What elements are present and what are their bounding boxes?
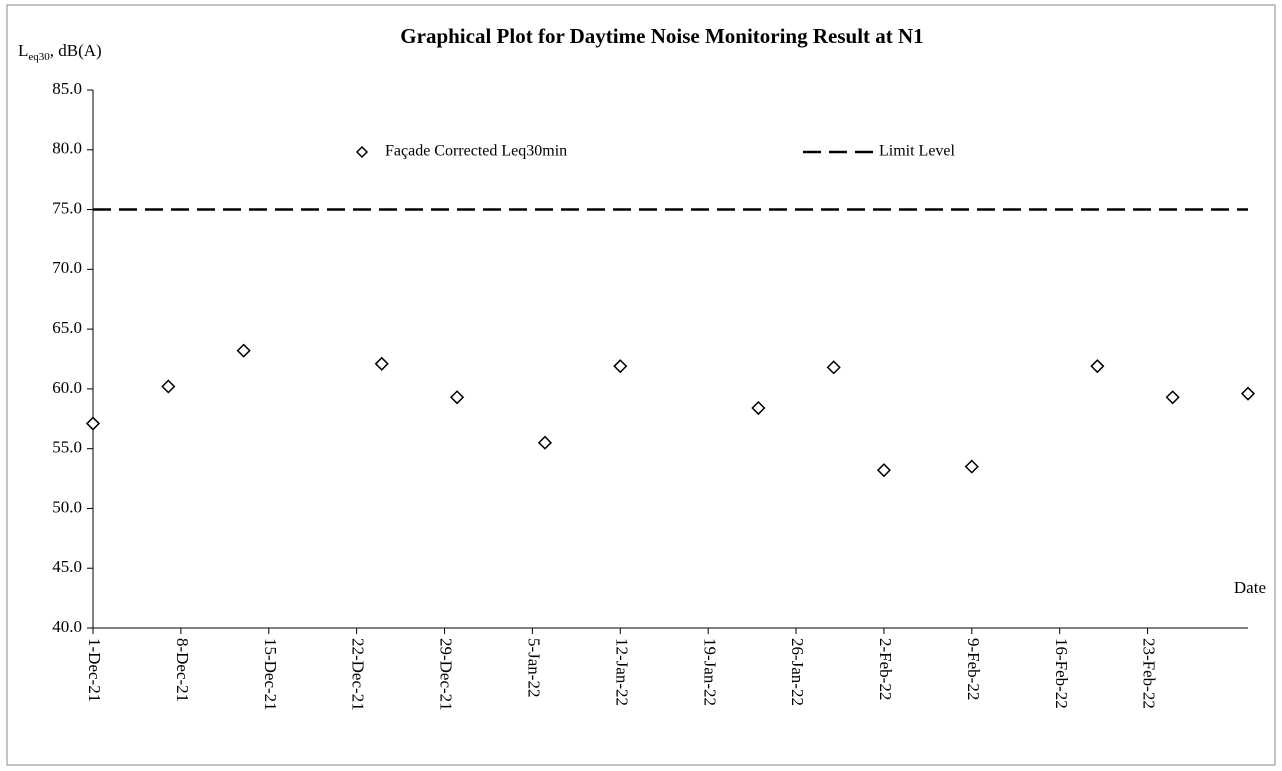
y-tick-label: 65.0 — [52, 318, 82, 337]
data-point — [1240, 386, 1256, 401]
x-tick-label: 5-Jan-22 — [524, 638, 543, 697]
x-tick-label: 15-Dec-21 — [261, 638, 280, 711]
chart-title: Graphical Plot for Daytime Noise Monitor… — [400, 24, 923, 48]
y-tick-label: 45.0 — [52, 557, 82, 576]
x-tick-label: 1-Dec-21 — [85, 638, 104, 702]
y-label-sub: eq30 — [28, 51, 50, 63]
y-label-main: L — [18, 41, 28, 60]
chart-frame — [6, 4, 1276, 766]
data-point — [450, 390, 465, 405]
x-tick-label: 23-Feb-22 — [1140, 638, 1159, 709]
data-point — [537, 435, 553, 450]
y-tick-label: 55.0 — [52, 438, 82, 457]
x-tick-label: 22-Dec-21 — [349, 638, 368, 711]
x-tick-label: 19-Jan-22 — [700, 638, 719, 706]
y-label-unit: , dB(A) — [50, 41, 102, 60]
y-tick-label: 70.0 — [52, 258, 82, 277]
x-tick-label: 29-Dec-21 — [437, 638, 456, 711]
y-tick-label: 80.0 — [52, 139, 82, 158]
x-axis-label: Date — [1234, 578, 1266, 597]
data-point — [85, 416, 101, 431]
data-point — [876, 463, 891, 478]
data-point — [374, 356, 389, 371]
x-tick-label: 12-Jan-22 — [612, 638, 631, 706]
legend-label: Limit Level — [879, 143, 956, 160]
x-tick-label: 16-Feb-22 — [1052, 638, 1071, 709]
data-point — [613, 359, 628, 374]
data-point — [1090, 359, 1105, 374]
x-tick-label: 8-Dec-21 — [173, 638, 192, 702]
y-tick-label: 60.0 — [52, 378, 82, 397]
y-tick-label: 85.0 — [52, 79, 82, 98]
legend-marker — [355, 145, 369, 159]
y-tick-label: 40.0 — [52, 617, 82, 636]
x-tick-label: 9-Feb-22 — [964, 638, 983, 700]
y-axis-label: Leq30, dB(A) — [18, 41, 102, 63]
data-point — [1165, 390, 1180, 405]
data-point — [751, 400, 766, 416]
y-tick-label: 75.0 — [52, 198, 82, 217]
x-tick-label: 26-Jan-22 — [788, 638, 807, 706]
data-point — [236, 343, 251, 358]
x-tick-label: 2-Feb-22 — [876, 638, 895, 700]
data-point — [964, 459, 979, 474]
data-point — [826, 360, 841, 375]
y-tick-label: 50.0 — [52, 497, 82, 516]
legend-label: Façade Corrected Leq30min — [385, 143, 567, 160]
data-point — [161, 379, 176, 394]
